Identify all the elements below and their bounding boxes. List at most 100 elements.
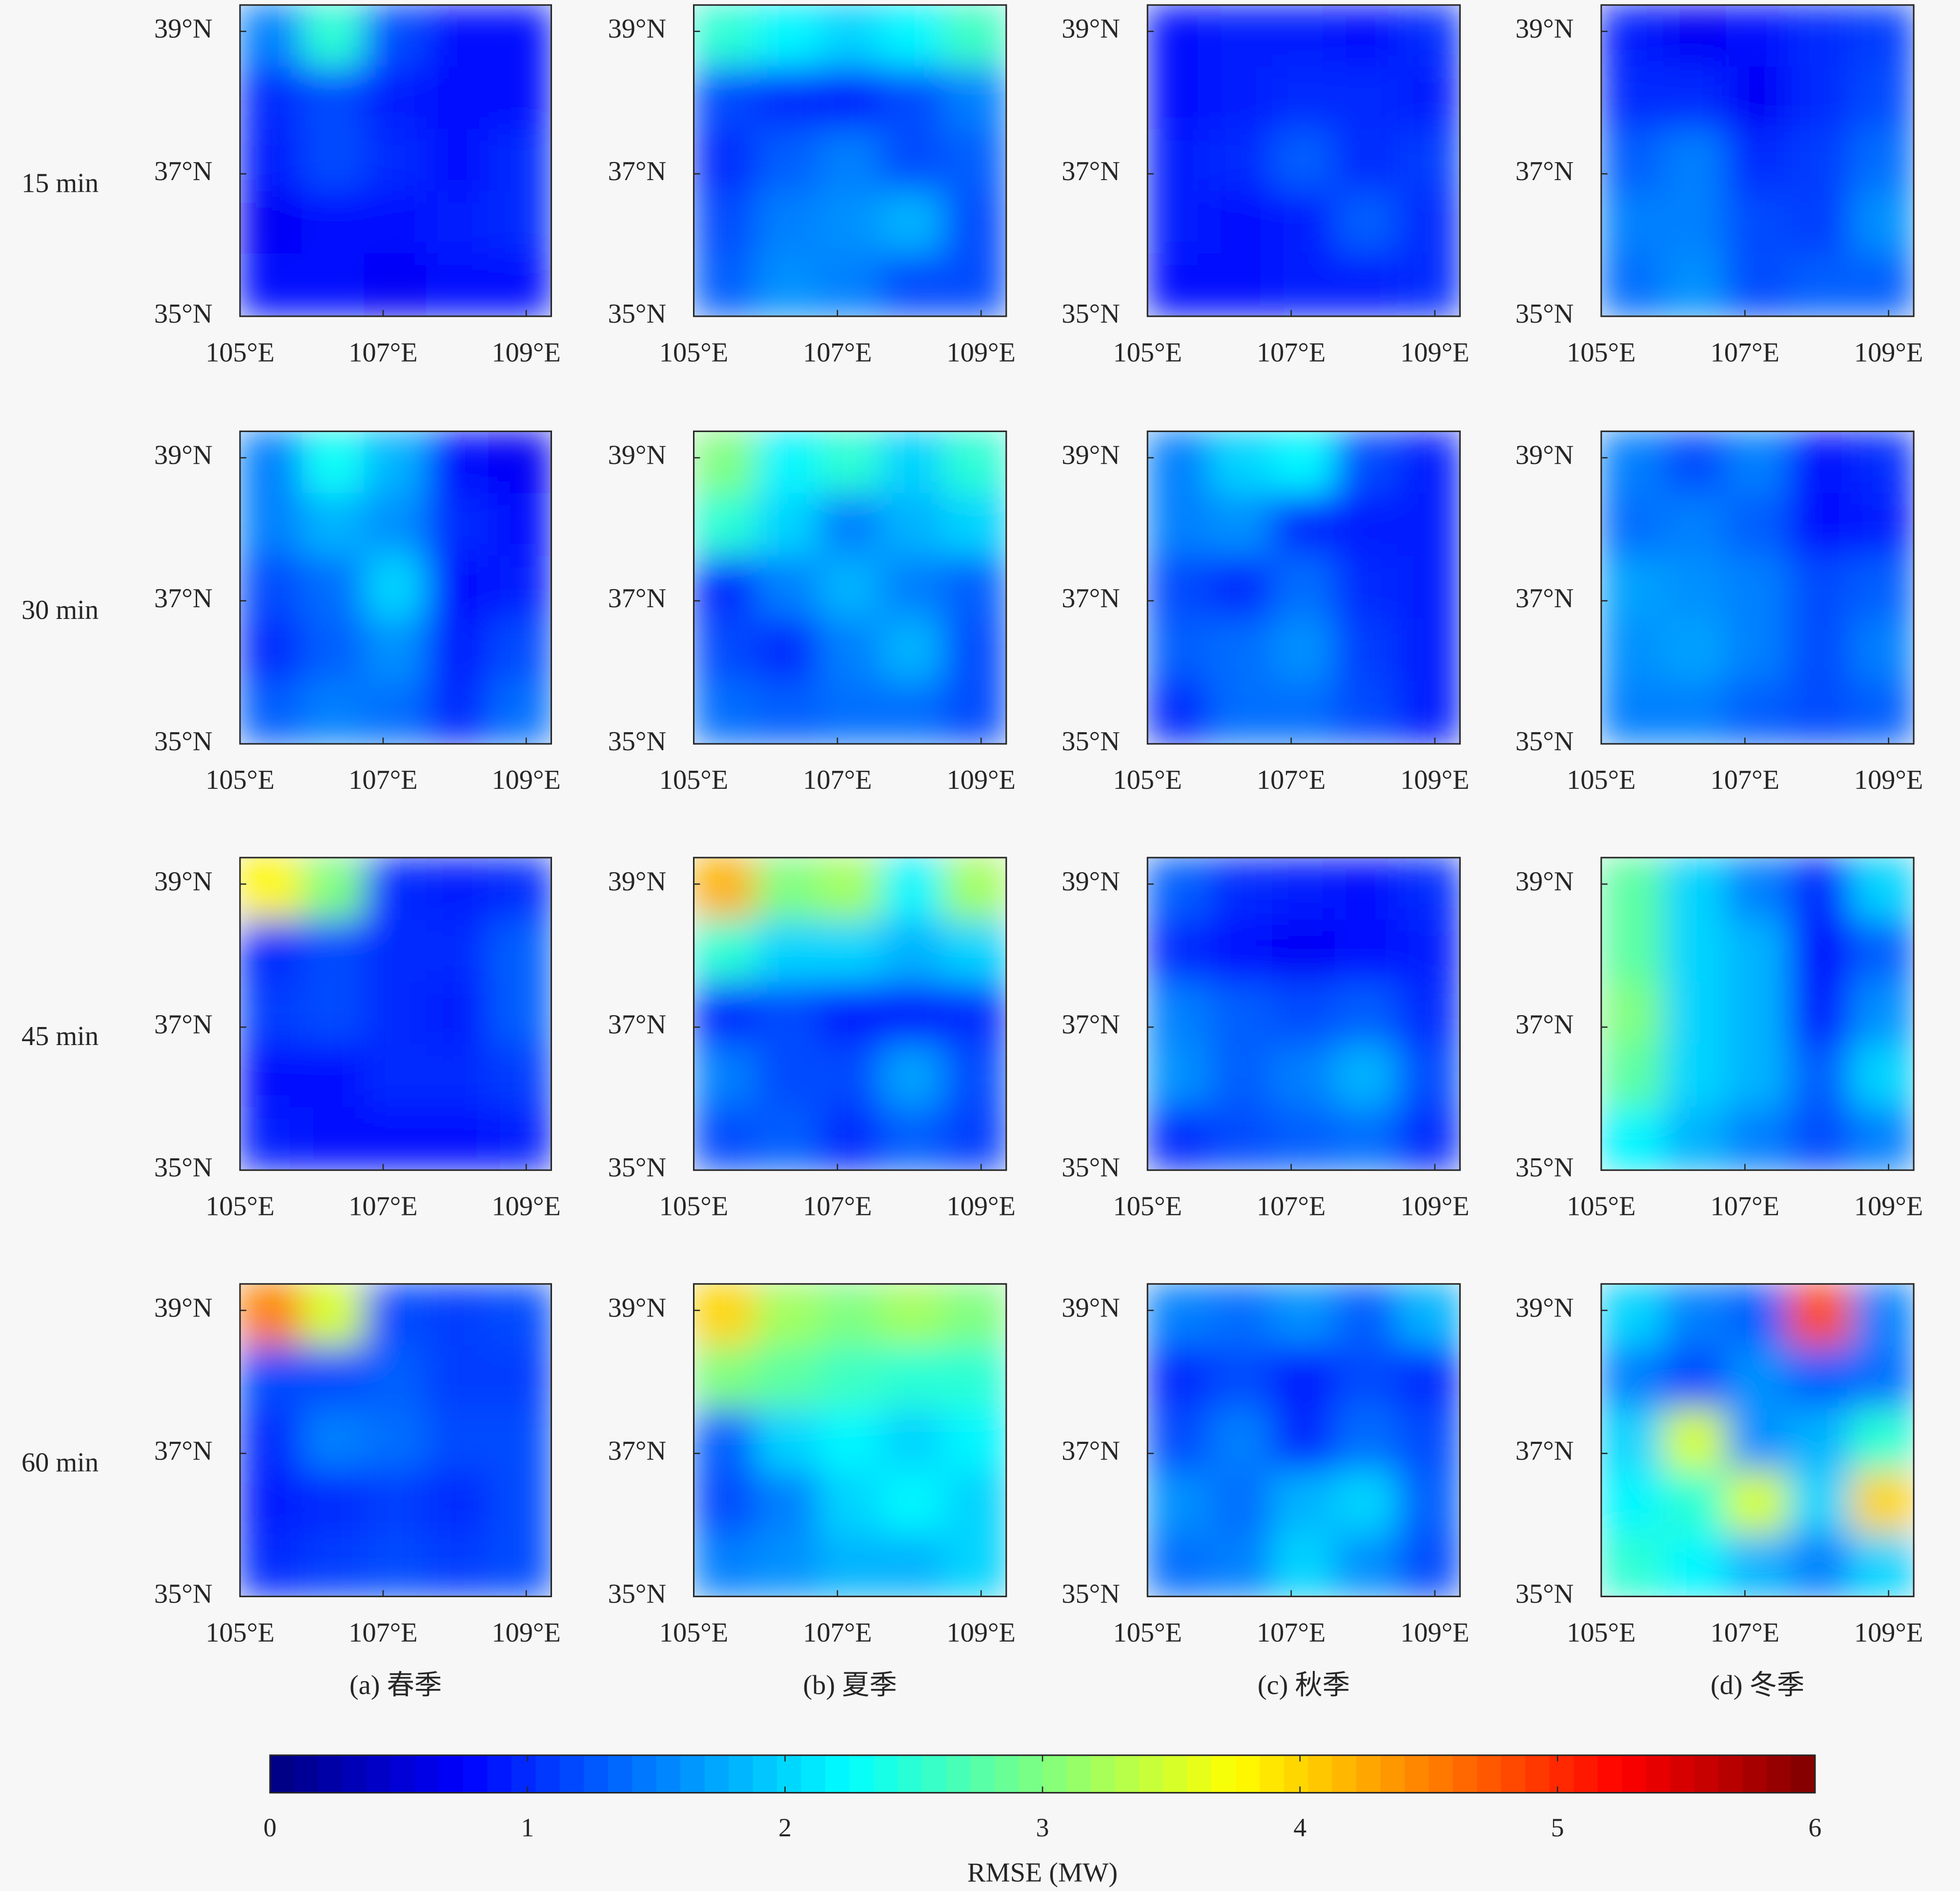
heatmap-cell xyxy=(943,857,1006,921)
heatmap-cell xyxy=(426,618,490,682)
heatmap-cell xyxy=(240,66,303,130)
heatmap-cell xyxy=(240,1533,303,1597)
heatmap-cell xyxy=(1663,1533,1727,1597)
panel xyxy=(1147,1284,1460,1597)
x-tick-label: 109°E xyxy=(1400,1618,1469,1648)
heatmap-cell xyxy=(1850,1284,1914,1347)
heatmap-cell xyxy=(943,1533,1006,1597)
heatmap-cell xyxy=(1147,618,1211,682)
heatmap-cell xyxy=(1334,253,1398,316)
heatmap-cell xyxy=(1663,919,1727,984)
heatmap-cell xyxy=(1147,919,1211,984)
heatmap-cell xyxy=(1725,129,1790,193)
heatmap-cell xyxy=(1397,129,1460,193)
heatmap-cell xyxy=(694,680,757,744)
heatmap-cell xyxy=(1850,1533,1914,1597)
heatmap-cell xyxy=(426,1533,490,1597)
heatmap-cell xyxy=(426,680,490,744)
heatmap-cell xyxy=(364,1346,428,1410)
heatmap-cell xyxy=(880,431,945,494)
heatmap xyxy=(1147,5,1460,316)
axes-frame xyxy=(693,857,1007,1171)
heatmap-cell xyxy=(755,1408,819,1472)
heatmap-cell xyxy=(364,129,428,193)
panel xyxy=(240,5,551,316)
heatmap-cell xyxy=(426,431,490,494)
heatmap-cell xyxy=(1272,1408,1336,1472)
y-tick-label: 39°N xyxy=(154,866,213,897)
axes-frame xyxy=(1146,1283,1461,1598)
heatmap xyxy=(694,1284,1006,1597)
y-tick-label: 35°N xyxy=(608,1579,667,1609)
heatmap-cell xyxy=(755,191,819,255)
colorbar-step xyxy=(294,1755,319,1793)
x-tick-label: 105°E xyxy=(1113,765,1182,795)
axes-frame xyxy=(1600,431,1915,745)
heatmap-cell xyxy=(1601,919,1665,984)
x-tick-label: 105°E xyxy=(1567,337,1635,368)
x-tick-label: 105°E xyxy=(1113,1618,1182,1648)
heatmap-cell xyxy=(1725,555,1790,620)
heatmap-cell xyxy=(1272,1044,1336,1109)
y-tick-label: 35°N xyxy=(1515,299,1574,329)
y-tick-label: 39°N xyxy=(608,866,667,897)
heatmap-cell xyxy=(240,555,303,620)
x-tick-label: 105°E xyxy=(1113,337,1182,368)
heatmap-cell xyxy=(880,5,945,68)
heatmap-cell xyxy=(943,1346,1006,1410)
axes-frame xyxy=(239,857,552,1171)
colorbar-step xyxy=(1429,1755,1454,1793)
x-tick-label: 105°E xyxy=(1567,1192,1635,1222)
heatmap-cell xyxy=(818,5,882,68)
x-tick-label: 109°E xyxy=(1854,337,1923,368)
heatmap-cell xyxy=(755,618,819,682)
heatmap-cell xyxy=(818,129,882,193)
heatmap-cell xyxy=(1334,1284,1398,1347)
colorbar-step xyxy=(1573,1755,1599,1793)
heatmap-cell xyxy=(1601,555,1665,620)
axes-frame xyxy=(1600,1283,1915,1598)
heatmap-cell xyxy=(943,1107,1006,1171)
colorbar-step xyxy=(1525,1755,1551,1793)
panel xyxy=(240,857,551,1171)
heatmap-cell xyxy=(1272,982,1336,1046)
colorbar-tick-label: 3 xyxy=(1036,1813,1049,1842)
heatmap-cell xyxy=(943,919,1006,984)
colorbar-label: RMSE (MW) xyxy=(967,1858,1118,1888)
heatmap-cell xyxy=(488,982,551,1046)
heatmap-cell xyxy=(1147,493,1211,557)
heatmap xyxy=(1601,857,1914,1171)
colorbar-step xyxy=(1090,1755,1116,1793)
y-tick-label: 35°N xyxy=(1062,1152,1120,1183)
heatmap-cell xyxy=(1788,66,1852,130)
panel xyxy=(1601,431,1914,744)
heatmap-cell xyxy=(755,431,819,494)
heatmap-cell xyxy=(1272,1471,1336,1535)
colorbar-step xyxy=(849,1755,875,1793)
heatmap-cell xyxy=(943,431,1006,494)
heatmap-cell xyxy=(1272,680,1336,744)
heatmap-cell xyxy=(755,493,819,557)
colorbar-step xyxy=(559,1755,585,1793)
heatmap-cell xyxy=(488,555,551,620)
y-tick-label: 37°N xyxy=(154,156,213,186)
heatmap-cell xyxy=(240,1408,303,1472)
heatmap-cell xyxy=(818,493,882,557)
y-tick-label: 39°N xyxy=(154,14,213,44)
x-tick-label: 107°E xyxy=(1711,1192,1779,1222)
heatmap-cell xyxy=(818,857,882,921)
heatmap-cell xyxy=(1209,1408,1273,1472)
heatmap-cell xyxy=(1850,919,1914,984)
heatmap-cell xyxy=(1397,253,1460,316)
heatmap-cell xyxy=(1850,253,1914,316)
colorbar-step xyxy=(1742,1755,1768,1793)
heatmap-cell xyxy=(755,66,819,130)
heatmap xyxy=(1601,5,1914,316)
heatmap-cell xyxy=(1663,857,1727,921)
colorbar-step xyxy=(1791,1755,1816,1793)
heatmap-cell xyxy=(1147,5,1211,68)
heatmap-cell xyxy=(364,1533,428,1597)
heatmap-cell xyxy=(1725,431,1790,494)
heatmap-cell xyxy=(1209,919,1273,984)
colorbar-step xyxy=(1163,1755,1188,1793)
